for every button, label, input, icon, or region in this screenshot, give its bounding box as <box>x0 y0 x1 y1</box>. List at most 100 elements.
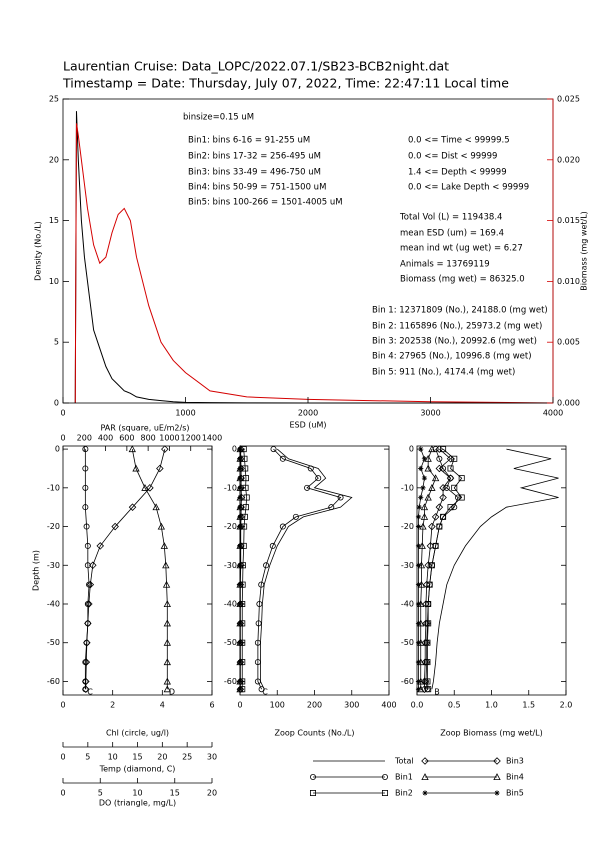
marker <box>162 561 170 569</box>
marker <box>256 600 263 607</box>
x-tick-label: 0 <box>60 753 65 762</box>
marker <box>432 542 439 549</box>
y-tick-label: -10 <box>401 483 414 492</box>
chart-title: Laurentian Cruise: Data_LOPC/2022.07.1/S… <box>63 59 449 74</box>
marker <box>426 542 435 550</box>
y-axis-label: Density (No./L) <box>34 221 43 281</box>
marker <box>451 455 458 462</box>
x-axis-label: ESD (uM) <box>289 421 326 430</box>
y-tick-label: -50 <box>47 638 60 647</box>
marker <box>237 456 243 462</box>
y-tick-label: -50 <box>224 638 237 647</box>
marker <box>421 757 429 765</box>
marker <box>415 640 422 646</box>
marker <box>237 446 243 452</box>
chart-subtitle: Timestamp = Date: Thursday, July 07, 202… <box>62 76 509 91</box>
marker <box>237 485 243 491</box>
x-tick-label: 10 <box>108 753 118 762</box>
y-tick-label: -60 <box>224 677 237 686</box>
x-tick-label: 6 <box>209 701 214 710</box>
marker <box>415 601 422 607</box>
profile-line <box>427 448 463 690</box>
x-tick-label: 1.5 <box>522 701 535 710</box>
x-axis-label: PAR (square, uE/m2/s) <box>100 424 189 433</box>
marker <box>458 494 465 501</box>
y-tick-label: -40 <box>224 599 237 608</box>
x-axis-label: Zoop Biomass (mg wet/L) <box>440 729 542 738</box>
x-axis-label: Zoop Counts (No./L) <box>274 729 354 738</box>
x-tick-label: 0.5 <box>448 701 461 710</box>
marker <box>237 514 243 520</box>
marker <box>415 523 422 530</box>
marker <box>447 465 454 472</box>
x-tick-label: 25 <box>182 753 192 762</box>
marker <box>415 659 422 665</box>
marker <box>237 686 243 692</box>
marker <box>307 465 314 472</box>
marker <box>420 503 429 511</box>
x-tick-label: 0 <box>237 701 242 710</box>
marker <box>237 582 243 588</box>
marker <box>422 619 430 628</box>
y-tick-label: -20 <box>224 522 237 531</box>
marker <box>454 494 461 501</box>
marker <box>237 523 243 530</box>
x-tick-label: 200 <box>77 434 92 443</box>
x-axis-label: DO (triangle, mg/L) <box>99 799 176 808</box>
marker <box>242 484 249 491</box>
marker <box>84 562 91 569</box>
marker <box>242 475 249 482</box>
marker <box>415 543 422 549</box>
x-tick-label: 2 <box>110 701 115 710</box>
marker <box>255 620 262 627</box>
y-tick-label: -30 <box>401 561 414 570</box>
marker <box>440 446 447 453</box>
marker <box>254 678 261 685</box>
marker <box>128 445 136 453</box>
marker <box>304 484 311 491</box>
marker <box>83 523 90 530</box>
marker <box>128 503 137 511</box>
x-tick-label: 1200 <box>181 434 201 443</box>
x-tick-label: 200 <box>307 701 322 710</box>
legend-label: Bin4 <box>506 773 524 782</box>
y2-tick-label: 0.000 <box>557 399 580 408</box>
marker <box>82 465 89 472</box>
plot-frame <box>62 445 213 696</box>
marker <box>315 475 322 482</box>
x-tick-label: 1400 <box>202 434 222 443</box>
marker <box>263 562 270 569</box>
y2-tick-label: 0.005 <box>557 338 580 347</box>
profile-line <box>418 448 425 690</box>
legend-label: Bin3 <box>506 757 524 766</box>
marker <box>237 601 243 607</box>
marker <box>440 513 447 520</box>
marker <box>415 686 422 692</box>
y-tick-label: 0 <box>54 399 59 408</box>
annotation: Bin 2: 1165896 (No.), 25973.2 (mg wet) <box>372 322 542 332</box>
marker <box>269 542 276 549</box>
marker <box>439 493 447 502</box>
marker <box>163 638 171 646</box>
marker <box>418 465 424 472</box>
marker <box>447 504 454 511</box>
marker <box>451 484 458 491</box>
x-tick-label: 30 <box>207 753 217 762</box>
marker <box>82 658 91 666</box>
marker <box>443 484 450 491</box>
marker <box>237 475 243 481</box>
marker <box>86 581 93 588</box>
y-tick-label: 15 <box>49 216 59 225</box>
x-tick-label: 100 <box>270 701 285 710</box>
marker <box>381 790 388 797</box>
marker <box>494 790 500 796</box>
x-axis-label: Chl (circle, ug/l) <box>106 729 169 738</box>
marker <box>163 658 171 666</box>
marker <box>242 504 249 511</box>
marker <box>432 446 439 453</box>
marker <box>446 455 455 463</box>
marker <box>421 638 429 647</box>
marker <box>237 678 243 685</box>
y-tick-label: 5 <box>54 338 59 347</box>
